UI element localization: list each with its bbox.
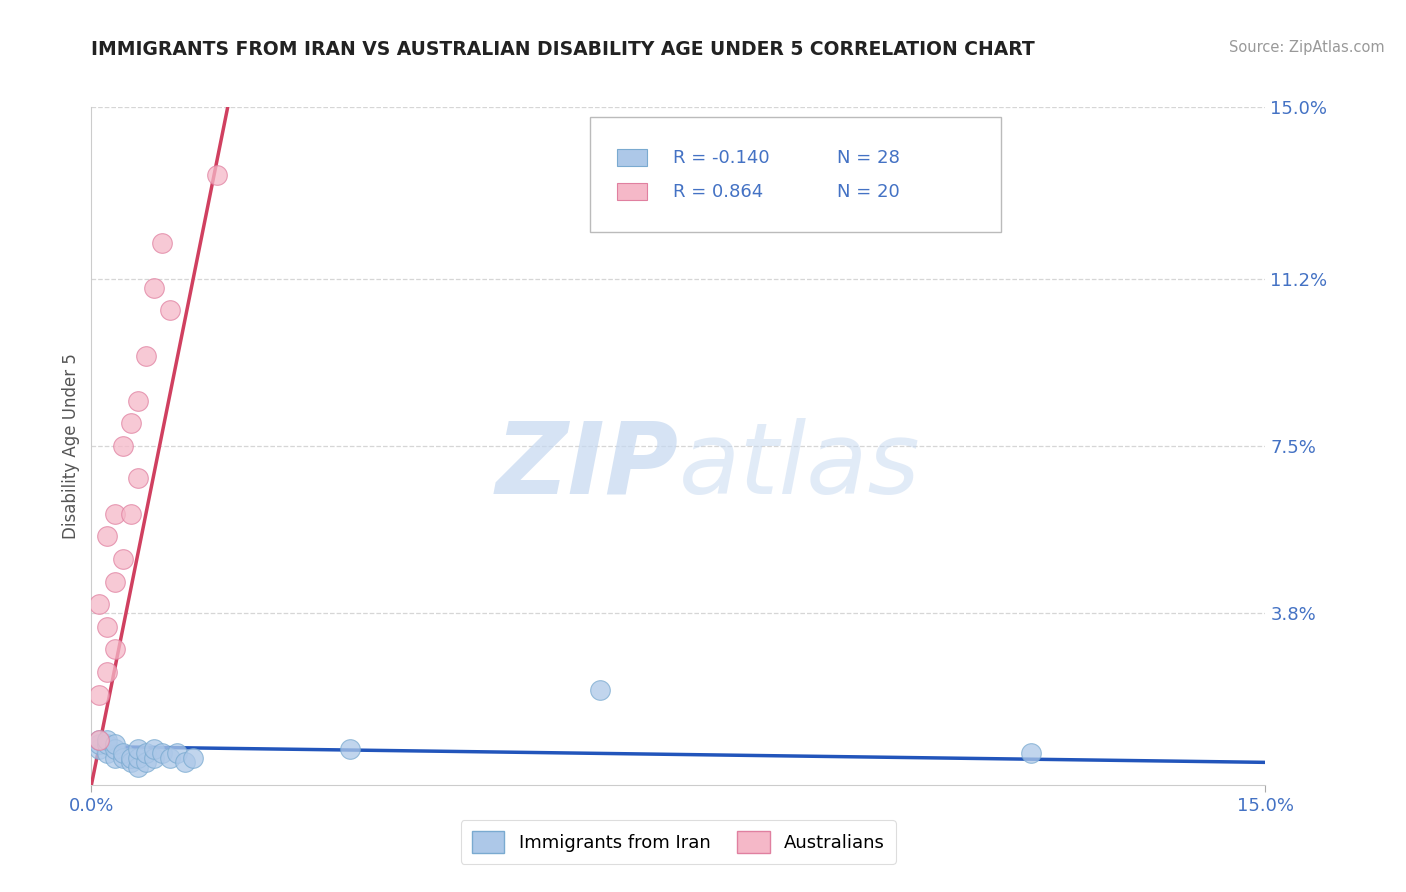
Y-axis label: Disability Age Under 5: Disability Age Under 5 [62,353,80,539]
Point [111,552,134,566]
Point [111,439,134,453]
Point [89,732,111,747]
Point [127,751,149,765]
Point [96,665,118,679]
FancyBboxPatch shape [617,183,647,200]
Point [166,747,188,761]
Point [127,741,149,756]
Point [589,683,612,698]
Point [89,732,111,747]
Text: N = 20: N = 20 [837,183,900,201]
Point [120,507,142,521]
Point [120,417,142,431]
Point [120,756,142,770]
Text: R = 0.864: R = 0.864 [672,183,763,201]
Text: IMMIGRANTS FROM IRAN VS AUSTRALIAN DISABILITY AGE UNDER 5 CORRELATION CHART: IMMIGRANTS FROM IRAN VS AUSTRALIAN DISAB… [91,40,1035,59]
Point [96,620,118,634]
Point [89,597,111,611]
Point [104,642,127,657]
Text: Source: ZipAtlas.com: Source: ZipAtlas.com [1229,40,1385,55]
Point [127,760,149,774]
Point [143,741,166,756]
Point [150,747,173,761]
Point [127,393,149,408]
Text: ZIP: ZIP [495,417,678,515]
Point [89,688,111,702]
FancyBboxPatch shape [591,117,1001,233]
Point [174,756,197,770]
Point [104,737,127,751]
Text: R = -0.140: R = -0.140 [672,149,769,167]
Point [143,281,166,295]
Point [120,751,142,765]
Point [127,470,149,484]
Point [104,741,127,756]
Point [104,751,127,765]
Point [135,756,157,770]
Point [135,747,157,761]
Point [135,349,157,363]
FancyBboxPatch shape [617,149,647,166]
Point [96,747,118,761]
Point [159,751,181,765]
Text: atlas: atlas [678,417,920,515]
Point [111,751,134,765]
Point [339,741,361,756]
Point [143,751,166,765]
Point [96,737,118,751]
Point [159,303,181,318]
Point [205,168,228,182]
Point [1019,747,1042,761]
Point [89,737,111,751]
Point [104,574,127,589]
Point [181,751,204,765]
Text: N = 28: N = 28 [837,149,900,167]
Point [111,747,134,761]
Point [104,507,127,521]
Point [96,529,118,543]
Point [96,732,118,747]
Point [150,235,173,250]
Point [89,741,111,756]
Legend: Immigrants from Iran, Australians: Immigrants from Iran, Australians [461,821,896,864]
